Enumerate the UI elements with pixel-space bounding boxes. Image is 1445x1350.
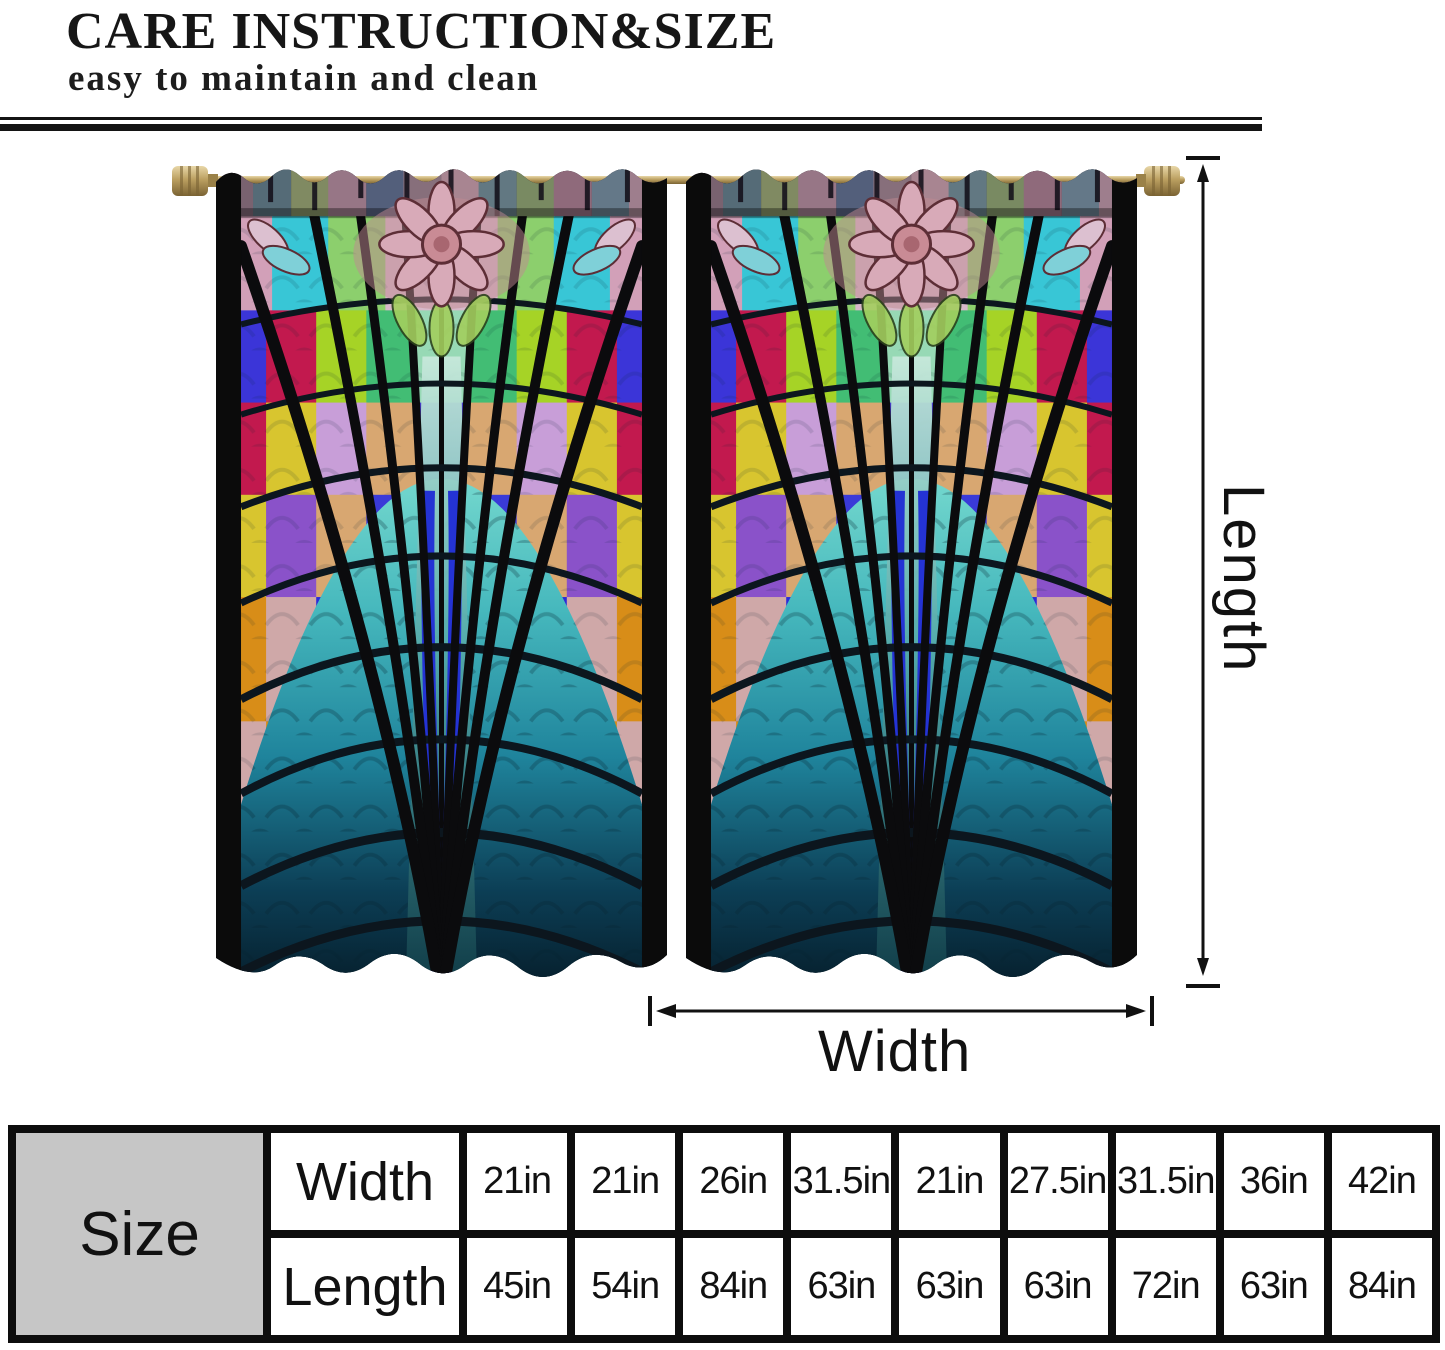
width-value-5: 27.5in — [1007, 1133, 1108, 1230]
curtain-panel-left — [216, 158, 668, 1002]
divider-rule-thick — [0, 124, 1262, 131]
length-arrow — [1186, 156, 1220, 988]
width-arrow — [648, 996, 1154, 1026]
rod-finial-right — [1136, 166, 1180, 196]
length-value-6: 72in — [1115, 1238, 1216, 1335]
width-row-label: Width — [271, 1133, 459, 1230]
length-label: Length — [1211, 484, 1276, 674]
length-value-3: 63in — [791, 1238, 892, 1335]
size-table: Size Width 21in 21in 26in 31.5in 21in 27… — [8, 1125, 1440, 1343]
width-value-0: 21in — [467, 1133, 568, 1230]
width-value-2: 26in — [683, 1133, 784, 1230]
curtain-illustration — [172, 156, 1220, 1026]
length-value-4: 63in — [899, 1238, 1000, 1335]
length-value-8: 84in — [1331, 1238, 1432, 1335]
width-value-8: 42in — [1331, 1133, 1432, 1230]
length-value-1: 54in — [575, 1238, 676, 1335]
width-value-6: 31.5in — [1115, 1133, 1216, 1230]
page-title: CARE INSTRUCTION&SIZE — [66, 3, 777, 60]
length-value-2: 84in — [683, 1238, 784, 1335]
width-label: Width — [818, 1019, 972, 1084]
size-corner-cell: Size — [16, 1133, 263, 1335]
length-row-label: Length — [271, 1238, 459, 1335]
curtain-panel-right — [686, 158, 1138, 1002]
width-value-7: 36in — [1223, 1133, 1324, 1230]
length-value-5: 63in — [1007, 1238, 1108, 1335]
width-value-1: 21in — [575, 1133, 676, 1230]
rod-finial-left — [172, 166, 218, 196]
page-subtitle: easy to maintain and clean — [68, 58, 540, 99]
width-value-4: 21in — [899, 1133, 1000, 1230]
length-value-7: 63in — [1223, 1238, 1324, 1335]
width-value-3: 31.5in — [791, 1133, 892, 1230]
divider-rule-thin — [0, 117, 1262, 120]
length-value-0: 45in — [467, 1238, 568, 1335]
